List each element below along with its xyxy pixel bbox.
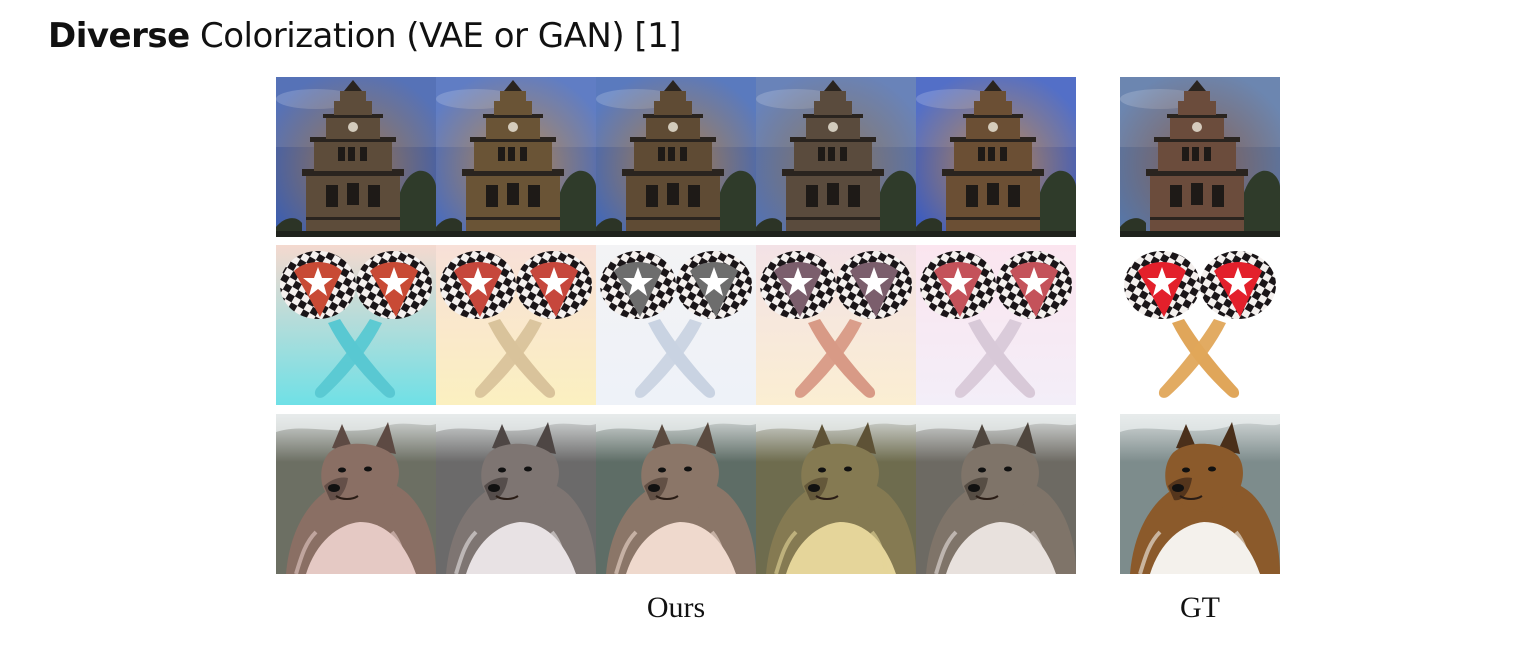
maracas-image <box>916 245 1076 405</box>
maracas-ours-3 <box>596 245 756 405</box>
maracas-ours-2 <box>436 245 596 405</box>
tower-ours-1 <box>276 77 436 237</box>
maracas-ours-4 <box>756 245 916 405</box>
collie-gt <box>1120 414 1280 574</box>
maracas-image <box>276 245 436 405</box>
collie-ours-3 <box>596 414 756 574</box>
colorization-figure <box>276 77 1280 574</box>
tower-ours-2 <box>436 77 596 237</box>
collie-image <box>916 414 1076 574</box>
maracas-gt <box>1120 245 1280 405</box>
maracas-image <box>596 245 756 405</box>
maracas-ours-5 <box>916 245 1076 405</box>
slide-title: Diverse Colorization (VAE or GAN) [1] <box>48 14 682 58</box>
slide-title-bold: Diverse <box>48 16 190 56</box>
collie-ours-2 <box>436 414 596 574</box>
tower-image <box>756 77 916 237</box>
tower-image <box>276 77 436 237</box>
collie-image <box>276 414 436 574</box>
collie-ours-4 <box>756 414 916 574</box>
maracas-ours-1 <box>276 245 436 405</box>
maracas-image <box>756 245 916 405</box>
tower-image <box>436 77 596 237</box>
tower-ours-3 <box>596 77 756 237</box>
maracas-image <box>1120 245 1280 405</box>
tower-ours-4 <box>756 77 916 237</box>
tower-image <box>916 77 1076 237</box>
collie-image <box>436 414 596 574</box>
caption-ours: Ours <box>646 591 706 624</box>
collie-image <box>1120 414 1280 574</box>
maracas-image <box>436 245 596 405</box>
tower-image <box>1120 77 1280 237</box>
collie-ours-5 <box>916 414 1076 574</box>
tower-gt <box>1120 77 1280 237</box>
tower-ours-5 <box>916 77 1076 237</box>
slide-title-rest: Colorization (VAE or GAN) [1] <box>189 16 682 56</box>
collie-image <box>596 414 756 574</box>
collie-ours-1 <box>276 414 436 574</box>
tower-image <box>596 77 756 237</box>
caption-gt: GT <box>1180 591 1220 624</box>
collie-image <box>756 414 916 574</box>
